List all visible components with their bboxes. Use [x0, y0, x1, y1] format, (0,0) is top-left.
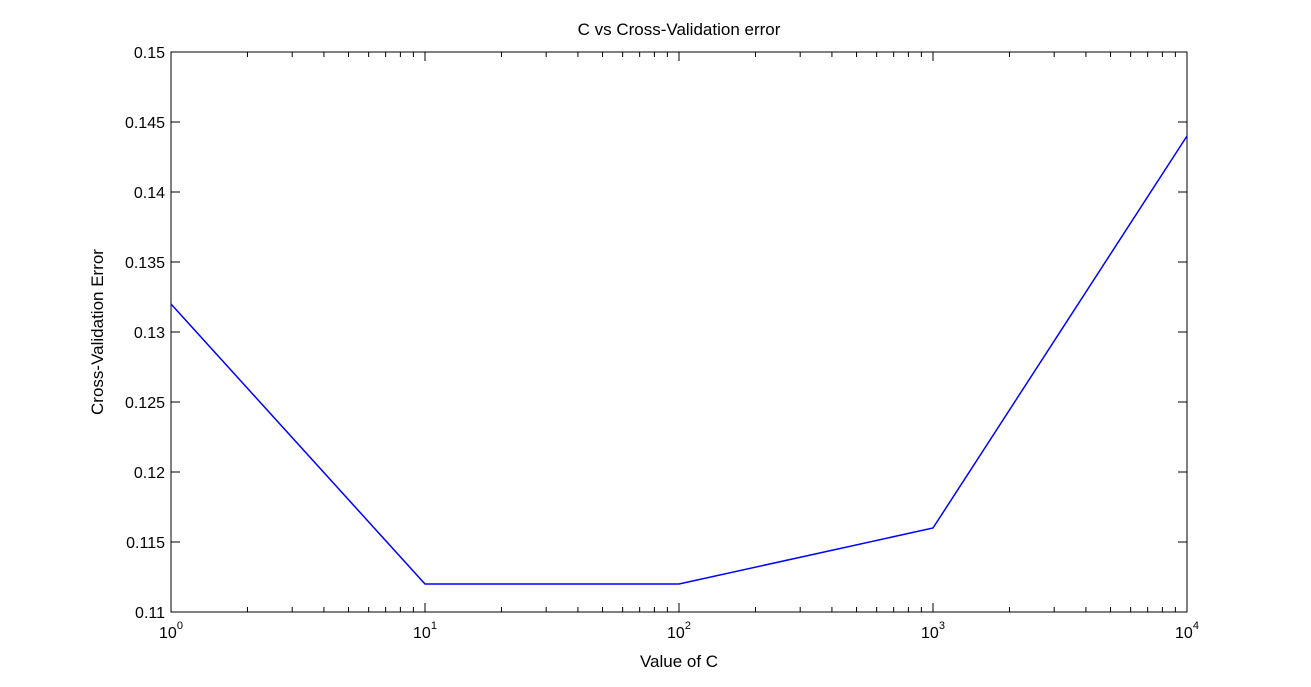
x-tick-label: 100: [159, 620, 183, 642]
y-tick-label: 0.145: [125, 115, 165, 132]
y-tick-label: 0.115: [126, 535, 165, 552]
y-tick-label: 0.13: [134, 325, 165, 342]
x-tick-label: 104: [1175, 620, 1199, 642]
y-axis-label: Cross-Validation Error: [88, 249, 107, 415]
plot-background: [171, 52, 1187, 612]
chart-title: C vs Cross-Validation error: [578, 20, 781, 39]
x-tick-labels: 100 101 102 103 104: [159, 620, 1199, 642]
x-tick-label: 102: [667, 620, 691, 642]
y-tick-label: 0.14: [134, 185, 165, 202]
plot-frame: [170, 51, 1188, 613]
y-tick-label: 0.125: [125, 395, 165, 412]
x-tick-label: 103: [921, 620, 945, 642]
x-axis-label: Value of C: [640, 652, 718, 671]
y-tick-labels: 0.11 0.115 0.12 0.125 0.13 0.135 0.14 0.145 0.15: [125, 45, 165, 622]
y-tick-label: 0.12: [134, 465, 165, 482]
y-tick-label: 0.15: [134, 45, 165, 62]
minor-ticks: [246, 52, 1176, 612]
y-tick-label: 0.11: [135, 605, 165, 622]
series-layer: [170, 135, 1188, 585]
y-tick-label: 0.135: [125, 255, 165, 272]
x-tick-label: 101: [413, 620, 437, 642]
series-line: [170, 135, 1188, 585]
